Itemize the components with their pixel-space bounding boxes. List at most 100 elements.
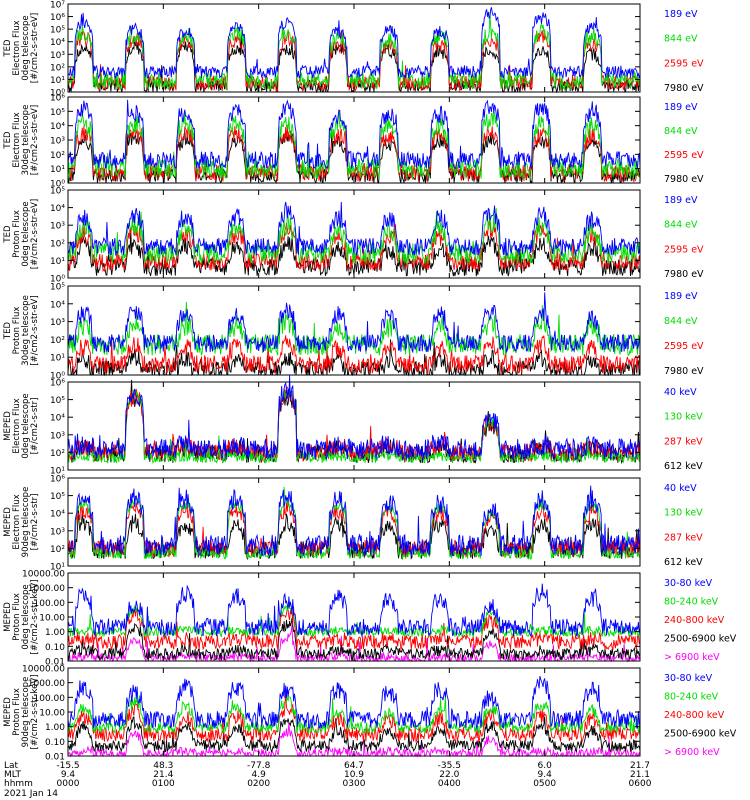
y-axis-label: [#/cm2-s-str] (30, 494, 40, 551)
x-tick-label: 0400 (438, 779, 461, 789)
y-tick-label: 10² (50, 239, 65, 249)
x-tick-label: 4.9 (252, 770, 267, 780)
y-axis-label: 0deg telescope (21, 15, 31, 80)
legend-entry: 2595 eV (664, 150, 704, 161)
y-tick-label: 1.00 (45, 723, 65, 733)
legend-entry: 2500-6900 keV (664, 729, 737, 740)
legend-entry: 2595 eV (664, 244, 704, 255)
y-axis-label: TED (3, 39, 13, 58)
y-tick-label: 10¹ (50, 563, 65, 573)
y-axis-label: [#/cm2-s-str-keV] (30, 675, 40, 750)
legend-entry: 30-80 keV (664, 673, 713, 684)
x-tick-label: 0100 (152, 779, 175, 789)
y-axis-label: [#/cm2-s-str-keV] (30, 580, 40, 655)
y-tick-label: 10⁵ (50, 396, 65, 406)
x-tick-label: -15.5 (56, 761, 79, 771)
y-axis-label: 30deg telescope (21, 295, 31, 366)
y-axis-label: MEPED (3, 507, 13, 537)
y-tick-label: 10⁶ (50, 379, 65, 389)
y-axis-label: [#/cm2-s-str-eV] (30, 295, 40, 365)
x-tick-label: 9.4 (538, 770, 553, 780)
y-axis-label: Electron Flux (12, 112, 22, 167)
y-axis-label: 0deg telescope (21, 201, 31, 266)
x-tick-label: 10.9 (344, 770, 364, 780)
y-tick-label: 10³ (50, 318, 65, 328)
y-tick-label: 10² (50, 336, 65, 346)
panel-meped-proton-0: 0.01 0.10 1.00 10.00 100.00 1000.00 10000.00 ME… (3, 570, 737, 668)
series-green-meped-electron-0 (67, 388, 641, 464)
legend-entry: 844 eV (664, 126, 698, 137)
series-blue-ted-proton-30 (67, 292, 641, 354)
legend-entry: 189 eV (664, 195, 698, 206)
y-tick-label: 10⁰ (50, 180, 65, 190)
legend-entry: 30-80 keV (664, 578, 713, 589)
legend-entry: 240-800 keV (664, 710, 725, 721)
y-tick-label: 10² (50, 449, 65, 459)
y-tick-label: 0.01 (45, 753, 65, 763)
legend-entry: 189 eV (664, 291, 698, 302)
y-axis-label: TED (3, 321, 13, 340)
y-tick-label: 10⁶ (50, 94, 65, 104)
legend-entry: 7980 eV (664, 269, 704, 280)
y-tick-label: 10¹ (50, 354, 65, 364)
y-tick-label: 1000.00 (28, 679, 65, 689)
y-axis-label: [#/cm2-s-str-eV] (30, 13, 40, 83)
legend-entry: > 6900 keV (664, 747, 720, 758)
y-tick-label: 10⁵ (50, 492, 65, 502)
y-axis-label: [#/cm2-s-str-eV] (30, 199, 40, 269)
y-tick-label: 10⁰ (50, 372, 65, 382)
y-tick-label: 10³ (50, 51, 65, 61)
legend-entry: 844 eV (664, 316, 698, 327)
x-tick-label: 22.0 (439, 770, 459, 780)
y-tick-label: 10⁴ (50, 38, 65, 48)
series-green-ted-proton-0 (67, 208, 641, 265)
y-axis-label: Electron Flux (12, 20, 22, 75)
series-green-ted-proton-30 (67, 301, 641, 356)
y-axis-label: Proton Flux (12, 210, 22, 258)
legend-entry: 287 keV (664, 532, 703, 543)
legend-entry: 2595 eV (664, 58, 704, 69)
y-axis-label: MEPED (3, 411, 13, 441)
legend-entry: 2500-6900 keV (664, 634, 737, 645)
series-black-ted-proton-30 (67, 339, 641, 377)
series-green-ted-electron-0 (67, 11, 641, 91)
y-axis-label: 0deg telescope (21, 393, 31, 458)
panel-meped-electron-90: 10¹ 10² 10³ 10⁴ 10⁵ 10⁶ MEPED Electron Flux 90de… (3, 475, 703, 573)
y-tick-label: 10⁴ (50, 510, 65, 520)
y-tick-label: 10¹ (50, 76, 65, 86)
series-blue-meped-proton-90 (67, 675, 641, 731)
y-tick-label: 10¹ (50, 467, 65, 477)
panel-ted-electron-30: 10⁰ 10¹ 10² 10³ 10⁴ 10⁵ 10⁶ TED Electron Flux 30d… (3, 94, 704, 190)
legend-entry: 40 keV (664, 387, 697, 398)
y-axis-label: 90deg telescope (21, 677, 31, 748)
legend-entry: 130 keV (664, 508, 703, 519)
y-tick-label: 10⁰ (50, 89, 65, 99)
series-blue-meped-proton-0 (67, 583, 641, 638)
y-axis-label: Proton Flux (12, 593, 22, 641)
y-tick-label: 10000.00 (22, 570, 65, 580)
y-tick-label: 10⁵ (50, 26, 65, 36)
y-axis-label: Proton Flux (12, 307, 22, 355)
series-green-meped-proton-90 (67, 695, 641, 735)
y-tick-label: 10² (50, 151, 65, 161)
x-tick-label: 0500 (533, 779, 556, 789)
legend-entry: 130 keV (664, 412, 703, 423)
legend-entry: 7980 eV (664, 366, 704, 377)
y-axis-label: Proton Flux (12, 688, 22, 736)
x-tick-label: 0000 (57, 779, 80, 789)
y-axis-label: MEPED (3, 697, 13, 727)
footer-row-label: hhmm (4, 779, 33, 789)
series-red-ted-proton-30 (67, 335, 641, 375)
y-axis-label: Electron Flux (12, 494, 22, 549)
y-tick-label: 10³ (50, 527, 65, 537)
y-tick-label: 10.00 (39, 614, 65, 624)
y-axis-label: 90deg telescope (21, 487, 31, 558)
y-tick-label: 100.00 (34, 599, 66, 609)
y-tick-label: 10000.00 (22, 665, 65, 675)
legend-entry: 844 eV (664, 34, 698, 45)
series-blue-ted-proton-0 (67, 201, 641, 258)
y-tick-label: 10² (50, 545, 65, 555)
series-red-meped-proton-0 (67, 606, 641, 651)
y-tick-label: 10⁰ (50, 275, 65, 285)
